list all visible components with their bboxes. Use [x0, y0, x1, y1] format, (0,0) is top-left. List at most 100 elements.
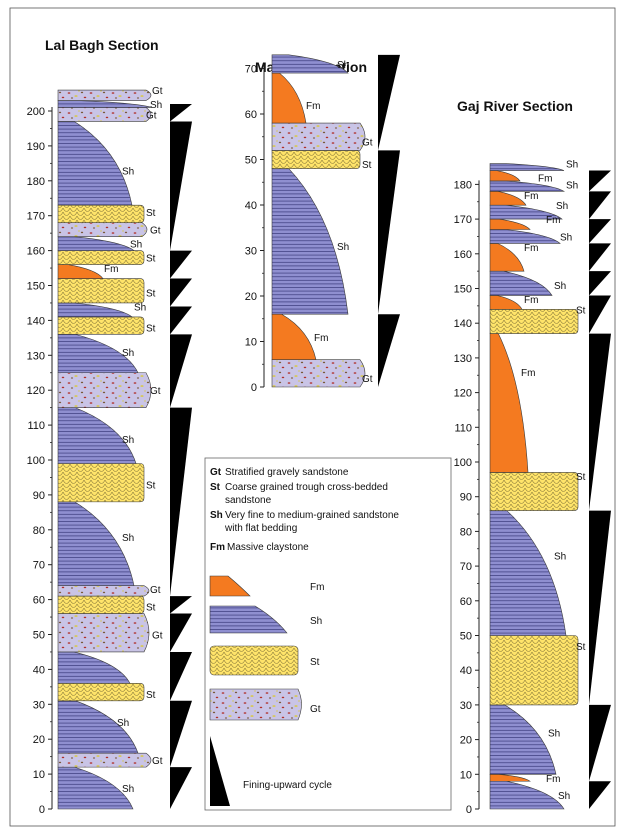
lal_bagh-tick-label: 80: [33, 525, 45, 537]
lal_bagh-tick-label: 140: [27, 315, 45, 327]
lal_bagh-facies-label: St: [146, 480, 156, 491]
lal_bagh-layer-sh: [57, 651, 131, 684]
gaj-tick-label: 70: [460, 561, 472, 573]
lal_bagh-tick-label: 60: [33, 595, 45, 607]
manchar-tick-label: 40: [245, 200, 257, 212]
gaj-layer-fm: [489, 218, 531, 230]
manchar-tick-label: 50: [245, 155, 257, 167]
legend-code-sh: Sh: [210, 510, 223, 521]
manchar-facies-label: St: [362, 160, 372, 171]
manchar-facies-label: Sh: [337, 242, 349, 253]
gaj-layer-sh: [489, 229, 561, 244]
manchar-facies-label: Sh: [337, 60, 349, 71]
manchar-layer-gt: [271, 122, 366, 151]
lal_bagh-layer-st: [57, 463, 145, 503]
gaj-fining-upward-triangle-icon: [589, 510, 611, 705]
gaj-facies-label: Sh: [566, 180, 578, 191]
gaj-layer-sh: [489, 180, 566, 192]
lal_bagh-layer-st: [57, 204, 145, 223]
lal_bagh-facies-label: Gt: [146, 110, 157, 121]
manchar-layer-st: [271, 150, 361, 169]
lal_bagh-layer-gt: [57, 89, 152, 101]
gaj-tick-label: 90: [460, 492, 472, 504]
lal_bagh-layer-gt: [57, 222, 148, 237]
legend-swatch-sh: [209, 605, 288, 634]
gaj-facies-label: Sh: [548, 729, 560, 740]
manchar-facies-label: Fm: [306, 101, 320, 112]
lal_bagh-fining-upward-triangle-icon: [170, 334, 192, 408]
gaj-fining-upward-triangle-icon: [589, 219, 611, 244]
gaj-facies-label: St: [576, 472, 586, 483]
lal_bagh-layer-fm: [57, 264, 104, 279]
lal_bagh-tick-label: 130: [27, 350, 45, 362]
gaj-tick-label: 50: [460, 631, 472, 643]
gaj-facies-label: Fm: [524, 295, 538, 306]
lal_bagh-facies-label: Sh: [122, 166, 134, 177]
gaj-facies-label: Sh: [554, 281, 566, 292]
manchar-tick-label: 20: [245, 291, 257, 303]
manchar-fining-upward-triangle-icon: [378, 150, 400, 315]
manchar-layer-gt: [271, 359, 366, 388]
gaj-facies-label: Sh: [560, 232, 572, 243]
lal_bagh-facies-label: Sh: [122, 784, 134, 795]
manchar-fining-upward-triangle-icon: [378, 314, 400, 387]
lal_bagh-tick-label: 200: [27, 106, 45, 118]
lal-bagh-section: 0 10 20 30 40 50 60 70 80 90 100 110 120 130 140 150 160…: [27, 86, 192, 816]
legend-text-sh-1: Very fine to medium-grained sandstone: [225, 510, 399, 521]
legend-swatch-sh-label: Sh: [310, 616, 322, 627]
gaj-layer-sh: [489, 163, 565, 171]
lal_bagh-fining-upward-triangle-icon: [170, 121, 192, 251]
gaj-layer-fm: [489, 170, 521, 182]
manchar-facies-label: Fm: [314, 333, 328, 344]
lal_bagh-layer-gt: [57, 613, 150, 653]
gaj-fining-upward-triangle-icon: [589, 191, 611, 220]
lal_bagh-layer-st: [57, 278, 145, 304]
gaj-tick-label: 0: [466, 804, 472, 816]
manchar-facies-label: Gt: [362, 137, 373, 148]
gaj-layer-sh: [489, 510, 567, 636]
lal_bagh-facies-label: Sh: [122, 435, 134, 446]
gaj-tick-label: 30: [460, 700, 472, 712]
manchar-fining-upward-triangle-icon: [378, 54, 400, 151]
gaj-layer-st: [489, 635, 579, 706]
lal_bagh-facies-label: Sh: [134, 302, 146, 313]
lal_bagh-layer-gt: [57, 752, 152, 768]
gaj-tick-label: 60: [460, 596, 472, 608]
lal_bagh-tick-label: 160: [27, 246, 45, 258]
manchar-tick-label: 10: [245, 337, 257, 349]
lal_bagh-tick-label: 180: [27, 176, 45, 188]
lal_bagh-facies-label: Gt: [150, 226, 161, 237]
manchar-tick-label: 0: [251, 382, 257, 394]
gaj-tick-label: 180: [454, 179, 472, 191]
gaj-tick-label: 150: [454, 284, 472, 296]
lal_bagh-fining-upward-triangle-icon: [170, 651, 192, 701]
legend-swatch-fm: [209, 575, 251, 597]
gaj-tick-label: 100: [454, 457, 472, 469]
gaj-layer-fm: [489, 191, 527, 206]
lal_bagh-facies-label: Sh: [122, 348, 134, 359]
gaj-facies-label: Fm: [546, 215, 560, 226]
lal_bagh-layer-st: [57, 595, 145, 614]
gaj-facies-label: Fm: [521, 368, 535, 379]
gaj-tick-label: 170: [454, 214, 472, 226]
lal_bagh-tick-label: 150: [27, 281, 45, 293]
gaj-tick-label: 80: [460, 526, 472, 538]
legend-swatch-gt-label: Gt: [310, 704, 321, 715]
gaj-tick-label: 20: [460, 735, 472, 747]
gaj-tick-label: 10: [460, 769, 472, 781]
lal_bagh-facies-label: Gt: [152, 756, 163, 767]
lal_bagh-facies-label: Fm: [104, 264, 118, 275]
lal_bagh-facies-label: Gt: [152, 631, 163, 642]
gaj-layer-fm: [489, 333, 529, 473]
gaj-layer-sh: [489, 704, 557, 775]
gaj-river-section: 0 10 20 30 40 50 60 70 80 90 100 110 120 130 140 150 160…: [454, 160, 611, 816]
lal_bagh-tick-label: 0: [39, 804, 45, 816]
legend-swatch-gt: [209, 688, 302, 721]
lal_bagh-fining-upward-triangle-icon: [170, 306, 192, 335]
gaj-layer-sh: [489, 270, 553, 296]
legend-code-st: St: [210, 482, 221, 493]
lal_bagh-facies-label: St: [146, 288, 156, 299]
lal_bagh-facies-label: Sh: [117, 718, 129, 729]
legend-text-st-1: Coarse grained trough cross-bedded: [225, 482, 388, 493]
gaj-tick-label: 160: [454, 249, 472, 261]
